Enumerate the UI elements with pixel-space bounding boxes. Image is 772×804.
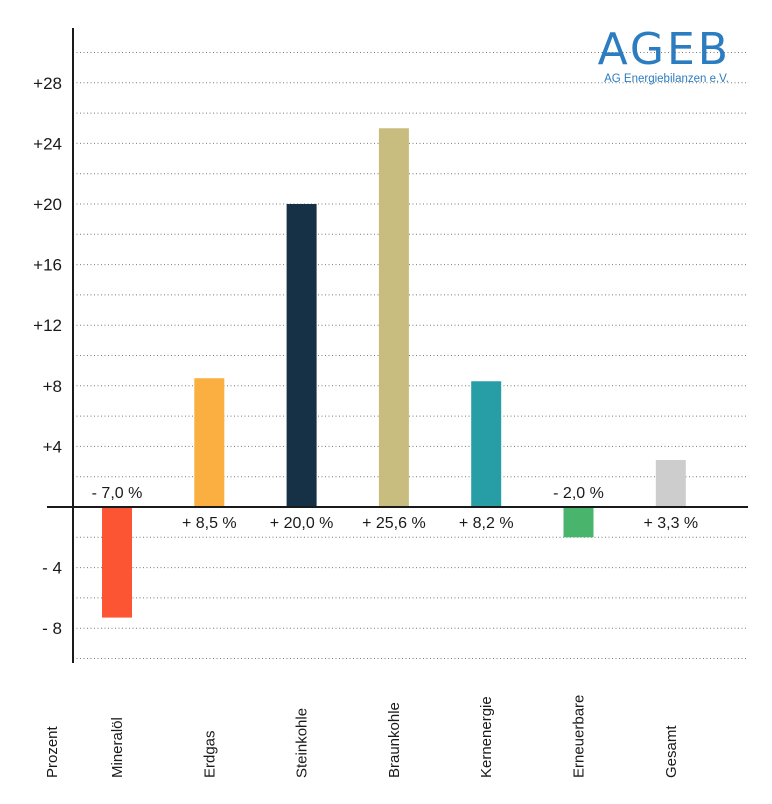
data-label: + 8,5 % [182, 515, 237, 532]
y-tick-label: +4 [43, 437, 62, 456]
bar-braunkohle [378, 128, 409, 507]
data-label: + 8,2 % [459, 515, 514, 532]
category-label: Steinkohle [294, 708, 311, 778]
y-tick-label: +12 [33, 316, 62, 335]
category-label: Gesamt [663, 725, 680, 778]
category-labels: Mineralöl Erdgas Steinkohle Braunkohle Kerne… [109, 695, 680, 778]
bars [102, 128, 686, 618]
logo-subtitle: AG Energiebilanzen e.V. [604, 73, 729, 85]
category-label: Erneuerbare [571, 695, 588, 778]
category-label: Erdgas [201, 730, 218, 778]
y-tick-label: - 4 [42, 559, 62, 578]
data-labels: - 7,0 % + 8,5 % + 20,0 % + 25,6 % + 8,2 % - 2… [92, 485, 698, 532]
y-unit-label: Prozent [44, 725, 61, 778]
y-tick-label: +20 [33, 195, 62, 214]
data-label: + 25,6 % [362, 515, 426, 532]
data-label: + 20,0 % [270, 515, 334, 532]
bar-steinkohle [286, 204, 317, 507]
axes [47, 28, 748, 663]
category-label: Braunkohle [386, 702, 403, 778]
y-tick-labels: +28 +24 +20 +16 +12 +8 +4 - 4 - 8 [33, 74, 62, 638]
y-tick-label: +28 [33, 74, 62, 93]
bar-erneuerbare [563, 507, 594, 538]
category-label: Mineralöl [109, 717, 126, 778]
bar-gesamt [655, 460, 686, 507]
bar-erdgas [194, 378, 225, 507]
y-tick-label: +24 [33, 134, 62, 153]
data-label: - 2,0 % [553, 485, 604, 502]
data-label: - 7,0 % [92, 485, 143, 502]
y-tick-label: +16 [33, 256, 62, 275]
y-tick-label: +8 [43, 377, 62, 396]
data-label: + 3,3 % [643, 515, 698, 532]
logo-title: AGEB [598, 24, 731, 75]
bar-mineralöl [102, 507, 132, 618]
gridlines [73, 52, 748, 659]
y-tick-label: - 8 [42, 619, 62, 638]
bar-kernenergie [471, 381, 502, 507]
ageb-logo: AGEB AG Energiebilanzen e.V. [598, 24, 731, 85]
category-label: Kernenergie [478, 696, 495, 778]
